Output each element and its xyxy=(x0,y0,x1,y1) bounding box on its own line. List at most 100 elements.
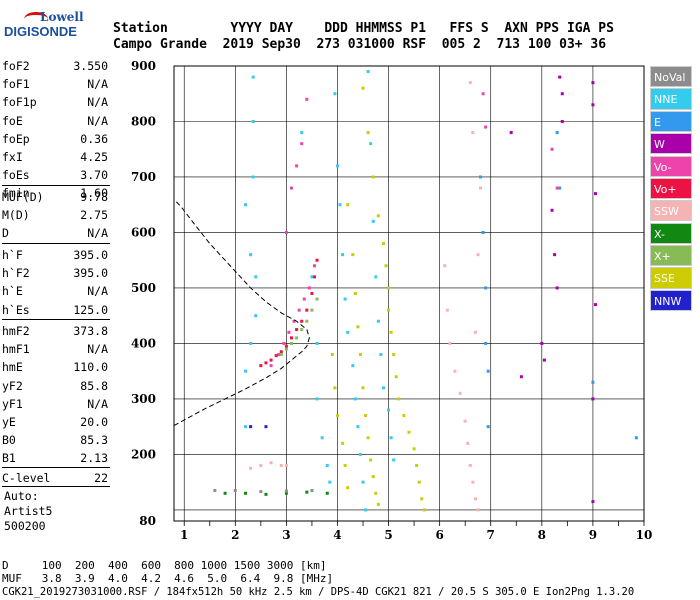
data-point xyxy=(358,452,362,456)
x-tick-label: 1 xyxy=(180,528,188,542)
data-point xyxy=(392,458,396,462)
series-vo xyxy=(269,92,559,368)
series-sse xyxy=(330,86,426,512)
param-row: B0 85.3 xyxy=(2,431,110,449)
param-value: 3.550 xyxy=(73,59,108,73)
lowell-digisonde-logo: Lowell DIGISONDE xyxy=(4,8,84,39)
param-label: foEs xyxy=(2,168,30,183)
data-point xyxy=(300,142,304,146)
series-w xyxy=(509,75,597,504)
param-value: 22 xyxy=(94,471,108,485)
muf-row: MUF 3.8 3.9 4.0 4.2 4.6 5.0 6.4 9.8 [MHz… xyxy=(2,572,334,585)
data-point xyxy=(249,253,253,257)
data-point xyxy=(244,491,248,495)
legend-item-e: E xyxy=(650,110,692,132)
data-point xyxy=(361,386,365,390)
param-value: 125.0 xyxy=(73,302,108,317)
profile-curve xyxy=(173,198,310,427)
data-point xyxy=(244,369,248,373)
data-point xyxy=(251,175,255,179)
param-value: 1.60 xyxy=(80,186,108,201)
data-point xyxy=(394,375,398,379)
data-point xyxy=(486,425,490,429)
data-point xyxy=(353,292,357,295)
auto-line3: 500200 xyxy=(4,519,46,533)
param-value: 85.8 xyxy=(80,378,108,393)
data-point xyxy=(330,353,334,357)
series-nne xyxy=(244,70,396,512)
data-point xyxy=(379,353,383,357)
data-point xyxy=(448,341,452,345)
legend-item-noval: NoVal xyxy=(650,66,692,88)
param-label: yF2 xyxy=(2,378,23,393)
param-value: 9.78 xyxy=(80,190,108,204)
data-point xyxy=(476,508,480,512)
data-point xyxy=(553,253,557,257)
parameter-panel: foF2 3.550 foF1 N/A foF1p N/A foE N/A foEp 0.36 fx… xyxy=(2,57,110,533)
param-row: hmE 110.0 xyxy=(2,358,110,376)
data-point xyxy=(279,350,283,354)
param-row: yE 20.0 xyxy=(2,413,110,431)
data-point xyxy=(591,81,595,85)
data-point xyxy=(550,208,554,212)
y-tick-label: 800 xyxy=(131,114,156,128)
data-point xyxy=(381,242,385,246)
data-point xyxy=(361,480,365,484)
legend-item-nne: NNE xyxy=(650,88,692,110)
data-point xyxy=(254,314,258,318)
data-point xyxy=(249,425,253,429)
data-point xyxy=(376,214,380,218)
legend-item-sse: SSE xyxy=(650,267,692,289)
series-x xyxy=(223,490,329,496)
series-x xyxy=(279,297,319,357)
data-point xyxy=(369,142,373,146)
data-point xyxy=(591,380,595,384)
data-point xyxy=(476,253,480,257)
data-point xyxy=(343,297,347,301)
x-tick-label: 9 xyxy=(589,528,597,542)
data-point xyxy=(284,230,288,234)
param-value: N/A xyxy=(87,77,108,92)
data-point xyxy=(402,414,406,418)
data-point xyxy=(333,386,337,390)
data-point xyxy=(282,341,286,345)
param-group-heights: h`F 395.0 h`F2 395.0 h`E N/A h`Es 125.0 xyxy=(2,246,110,319)
data-point xyxy=(479,175,483,179)
distance-row: D 100 200 400 600 800 1000 1500 3000 [km… xyxy=(2,559,327,572)
data-point xyxy=(254,275,258,279)
param-row: yF2 85.8 xyxy=(2,377,110,395)
data-point xyxy=(335,414,339,418)
data-point xyxy=(473,497,477,501)
data-point xyxy=(371,219,375,223)
x-tick-label: 6 xyxy=(435,528,443,542)
data-point xyxy=(593,303,597,307)
auto-line1: Auto: xyxy=(4,489,39,503)
param-row: B1 2.13 xyxy=(2,449,110,467)
data-point xyxy=(453,369,457,373)
data-point xyxy=(259,364,263,368)
data-point xyxy=(338,203,342,207)
data-point xyxy=(341,253,345,257)
data-point xyxy=(213,488,217,492)
param-value: N/A xyxy=(87,226,108,241)
data-point xyxy=(244,425,248,429)
legend-item-vo: Vo+ xyxy=(650,177,692,200)
data-point xyxy=(295,164,299,168)
data-marks xyxy=(213,70,638,512)
data-point xyxy=(290,336,293,340)
data-point xyxy=(366,70,370,74)
data-point xyxy=(591,103,595,107)
header-row1: Station YYYY DAY DDD HHMMSS P1 FFS S AXN… xyxy=(113,21,614,36)
param-row: foE N/A xyxy=(2,112,110,130)
param-value: 110.0 xyxy=(73,360,108,375)
param-label: foEp xyxy=(2,131,30,146)
data-point xyxy=(292,319,296,323)
data-point xyxy=(300,328,304,332)
series-ssw xyxy=(249,81,483,512)
profile-line xyxy=(173,198,310,427)
data-point xyxy=(415,464,419,468)
data-point xyxy=(445,308,449,312)
param-label: h`Es xyxy=(2,302,30,317)
param-value: 85.3 xyxy=(80,433,108,448)
param-row: D N/A xyxy=(2,224,110,242)
